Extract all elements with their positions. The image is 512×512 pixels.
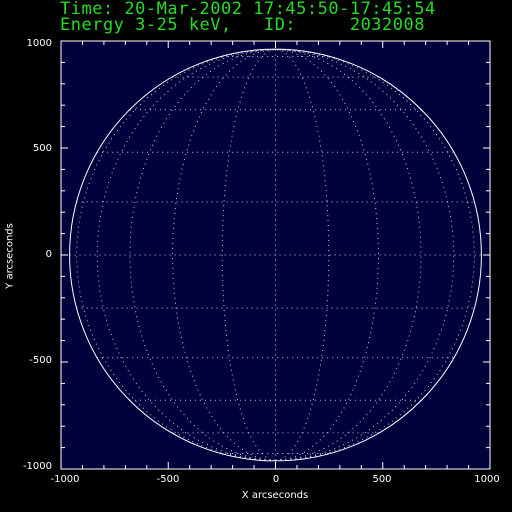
- grid-line: [275, 49, 475, 461]
- grid-line: [275, 49, 330, 461]
- y-tick-label: -1000: [22, 461, 52, 472]
- heliographic-grid: [69, 49, 482, 461]
- x-tick-label: -500: [156, 474, 180, 485]
- x-axis-label: X arcseconds: [241, 490, 309, 501]
- grid-line: [275, 49, 422, 461]
- x-tick-label: 500: [372, 474, 392, 485]
- axis-ticks: [60, 40, 491, 470]
- x-tick-label: -1000: [50, 474, 80, 485]
- solar-limb: [69, 48, 482, 462]
- x-tick-label: 0: [272, 474, 280, 485]
- grid-line: [275, 49, 379, 461]
- grid-line: [221, 49, 276, 461]
- y-axis-label: Y arcseconds: [4, 223, 16, 289]
- y-tick-label: 1000: [26, 38, 52, 49]
- grid-line: [172, 49, 276, 461]
- grid-line: [76, 49, 276, 461]
- observation-time: Time: 20-Mar-2002 17:45:50-17:45:54: [60, 0, 436, 19]
- energy-and-id: Energy 3-25 keV, ID: 2032008: [60, 15, 425, 35]
- y-tick-label: -500: [29, 355, 52, 366]
- y-tick-label: 500: [32, 143, 52, 154]
- x-tick-label: 1000: [474, 474, 500, 485]
- grid-line: [129, 49, 276, 461]
- y-tick-label: 0: [45, 249, 52, 260]
